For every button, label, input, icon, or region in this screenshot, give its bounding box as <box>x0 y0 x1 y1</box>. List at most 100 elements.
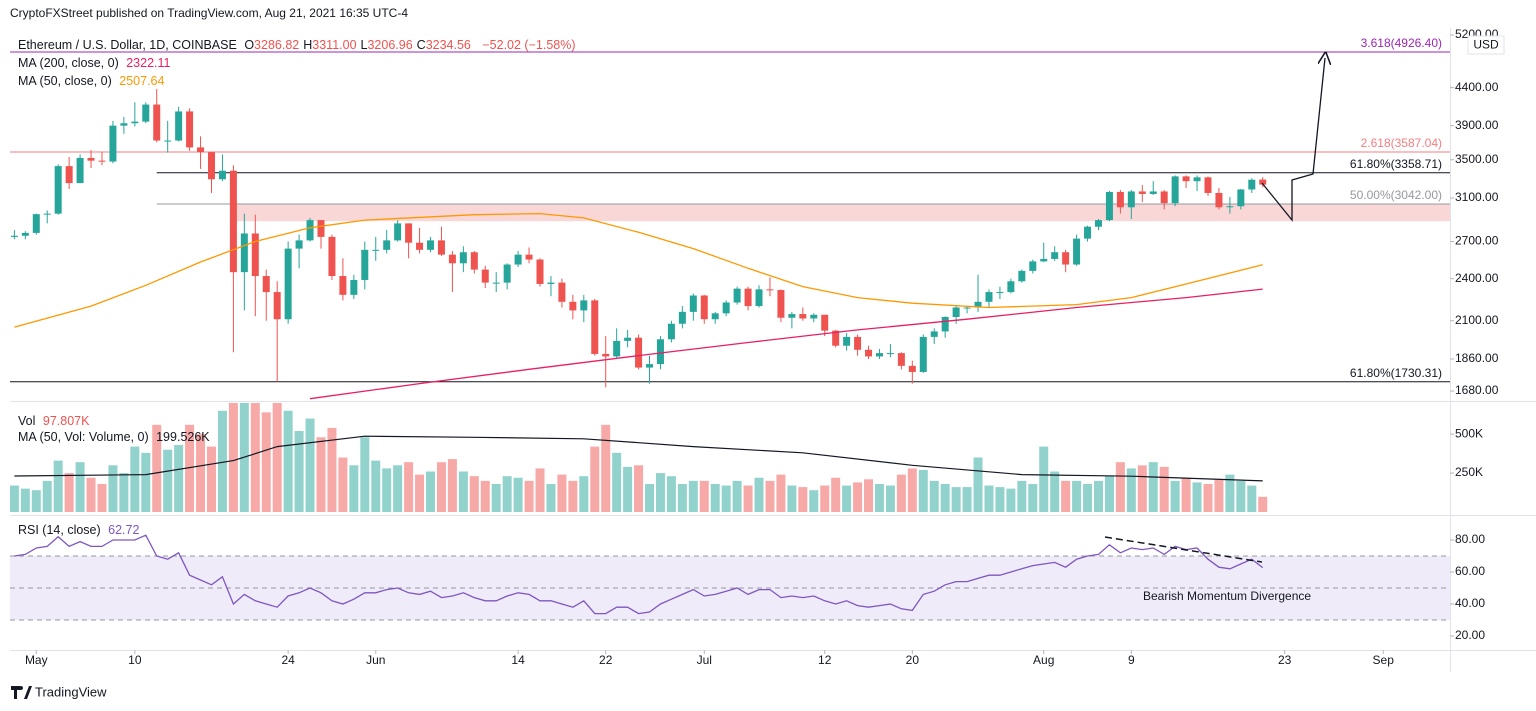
rsi-line <box>14 534 1264 615</box>
symbol-legend: Ethereum / U.S. Dollar, 1D, COINBASE O32… <box>18 37 580 53</box>
volume-bar <box>732 480 742 512</box>
y-tick-label: 3100.00 <box>1455 190 1499 204</box>
x-tick-label: Sep <box>1373 653 1395 667</box>
volume-bar <box>382 468 392 512</box>
volume-bar <box>645 483 655 512</box>
volume-bar <box>1137 465 1147 512</box>
candle-body <box>120 123 128 126</box>
moving-average <box>14 212 1263 328</box>
candle-body <box>963 307 971 309</box>
volume-ma-name: MA (50, Vol: Volume, 0) <box>18 430 149 444</box>
candle-body <box>76 157 84 184</box>
candle-body <box>1160 191 1168 204</box>
volume-bar <box>1214 479 1224 512</box>
candle-body <box>503 264 511 283</box>
candle-body <box>744 288 752 307</box>
volume-legend: Vol 97.807K <box>18 413 93 429</box>
volume-bar <box>1247 485 1257 512</box>
volume-bar <box>294 431 304 512</box>
volume-ma-value: 199.526K <box>156 430 210 444</box>
divergence-line <box>1104 536 1263 563</box>
volume-bar <box>108 465 118 512</box>
candle-body <box>481 269 489 283</box>
y-tick-label: 3900.00 <box>1455 118 1499 132</box>
volume-bar <box>349 465 359 512</box>
candle-body <box>1171 176 1179 204</box>
y-tick-label: 20.00 <box>1455 628 1485 642</box>
y-tick-label: 2700.00 <box>1455 234 1499 248</box>
candle-body <box>492 282 500 284</box>
volume-bar <box>436 462 446 512</box>
ohlc-value: 3206.96 <box>367 38 413 52</box>
candle-body <box>470 252 478 270</box>
candle-body <box>996 292 1004 294</box>
candle-body <box>405 223 413 243</box>
rsi-title: RSI (14, close) <box>18 523 101 537</box>
x-tick-label: Aug <box>1033 653 1054 667</box>
volume-bar <box>831 477 841 512</box>
volume-bar <box>743 485 753 512</box>
y-tick-label: 80.00 <box>1455 532 1485 546</box>
ma200-value: 2322.11 <box>126 56 171 70</box>
volume-bar <box>973 457 983 512</box>
candle-body <box>613 340 621 357</box>
candle-body <box>328 236 336 277</box>
candle-body <box>865 349 873 357</box>
volume-bar <box>20 488 30 512</box>
currency-label: USD <box>1473 38 1499 52</box>
candle-body <box>197 147 205 153</box>
candle-body <box>459 252 467 264</box>
candle-body <box>1259 179 1267 185</box>
volume-bar <box>360 437 370 512</box>
candle-body <box>536 259 544 284</box>
volume-bar <box>1039 446 1049 512</box>
volume-bar <box>754 477 764 512</box>
candle-body <box>547 282 555 284</box>
candle-body <box>427 240 435 250</box>
candle-body <box>1237 189 1245 207</box>
ma50-name: MA (50, close, 0) <box>18 74 112 88</box>
volume-bar <box>1126 468 1136 512</box>
footer-text: TradingView <box>35 684 107 699</box>
candle-body <box>229 170 237 273</box>
volume-bar <box>666 476 676 512</box>
volume-bar <box>53 460 63 512</box>
candle-body <box>1051 252 1059 259</box>
y-tick-label: 40.00 <box>1455 596 1485 610</box>
fib-label: 61.80%(3358.71) <box>1350 157 1442 171</box>
x-tick-label: 23 <box>1278 653 1292 667</box>
volume-bar <box>491 483 501 512</box>
volume-bar <box>612 452 622 512</box>
candle-body <box>875 353 883 357</box>
candle-body <box>306 220 314 241</box>
volume-bar <box>174 445 184 512</box>
candle-body <box>591 300 599 354</box>
candle-body <box>821 314 829 331</box>
volume-bar <box>217 410 227 512</box>
rsi-value: 62.72 <box>108 523 140 537</box>
x-tick-label: Jun <box>366 653 385 667</box>
x-tick-label: 10 <box>128 653 142 667</box>
price-panel: 3.618(4926.40) 2.618(3587.04) 61.80%(3358.… <box>10 36 1450 400</box>
candle-body <box>262 276 270 293</box>
candle-body <box>218 170 226 180</box>
fib-label: 2.618(3587.04) <box>1361 136 1442 150</box>
volume-bar <box>524 480 534 512</box>
candle-body <box>175 111 183 141</box>
volume-bar <box>1028 483 1038 512</box>
candle-body <box>1062 252 1070 265</box>
candle-body <box>777 290 785 318</box>
ohlc-value: 3234.56 <box>425 38 471 52</box>
candle-body <box>98 160 106 162</box>
volume-bar <box>623 466 633 512</box>
candle-body <box>186 111 194 148</box>
y-tick-label: 60.00 <box>1455 564 1485 578</box>
candle-body <box>142 104 150 122</box>
volume-bar <box>568 480 578 512</box>
candle-body <box>1127 191 1135 208</box>
volume-bar <box>1258 496 1268 512</box>
volume-bar <box>776 474 786 512</box>
y-tick-label: 3500.00 <box>1455 152 1499 166</box>
